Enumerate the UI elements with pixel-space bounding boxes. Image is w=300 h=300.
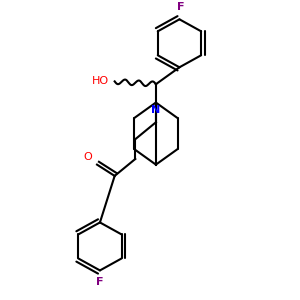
Text: HO: HO [92,76,109,86]
Text: F: F [177,2,185,12]
Text: O: O [84,152,93,162]
Text: N: N [151,105,160,116]
Text: F: F [96,278,104,287]
